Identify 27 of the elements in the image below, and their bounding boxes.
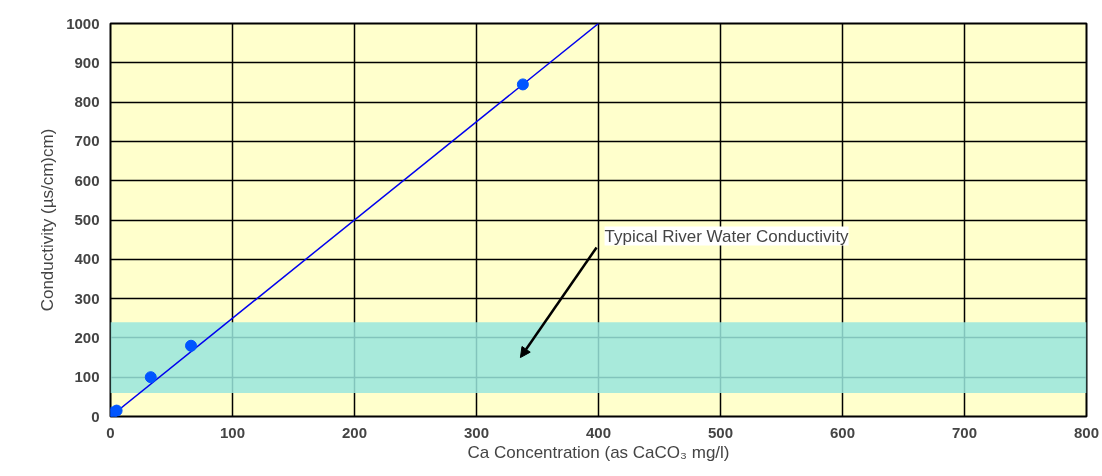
- annotation: Typical River Water Conductivity: [604, 226, 850, 246]
- x-axis-title: Ca Concentration (as CaCO₃ mg/l): [467, 442, 730, 462]
- x-tick-label: 100: [219, 423, 246, 441]
- x-tick-label: 500: [707, 423, 734, 441]
- y-tick-label: 900: [74, 53, 100, 71]
- y-tick-label: 500: [74, 211, 100, 228]
- y-tick-label: 1000: [66, 14, 100, 32]
- y-tick-label: 200: [74, 328, 100, 346]
- x-tick-label: 200: [341, 423, 368, 441]
- point: [516, 78, 529, 91]
- y-tick-label: 300: [74, 289, 100, 307]
- y-tick-label: 700: [74, 132, 100, 150]
- y-tick-label: 100: [74, 368, 100, 386]
- x-tick-label: 800: [1073, 423, 1100, 441]
- x-tick-label: 600: [829, 423, 856, 441]
- point: [144, 371, 157, 384]
- point: [110, 404, 123, 417]
- y-axis-title: Conductivity (µs/cm)cm): [38, 128, 58, 312]
- x-tick-label: 300: [463, 423, 490, 441]
- y-tick-label: 0: [91, 407, 100, 425]
- x-tick-label: 700: [951, 423, 978, 441]
- x-tick-label: 400: [585, 423, 612, 441]
- y-tick-label: 600: [74, 171, 100, 189]
- y-tick-label: 800: [74, 93, 100, 111]
- y-tick-label: 400: [74, 250, 100, 268]
- point: [185, 339, 198, 352]
- x-tick-label: 0: [106, 423, 115, 441]
